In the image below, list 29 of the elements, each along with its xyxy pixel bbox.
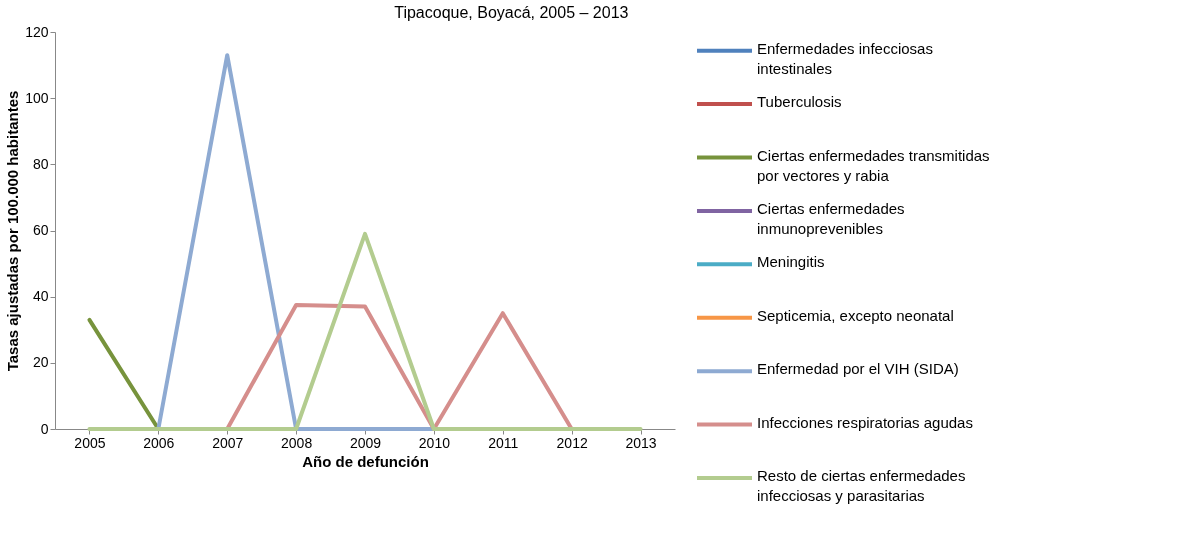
- chart-title: Tipacoque, Boyacá, 2005 – 2013: [394, 4, 629, 21]
- x-tick-label: 2011: [488, 434, 519, 451]
- y-tick-label: 0: [40, 420, 49, 437]
- x-tick-label: 2008: [281, 434, 313, 451]
- legend-label: Tuberculosis: [757, 93, 842, 111]
- x-tick-label: 2007: [212, 434, 244, 451]
- legend-label: Septicemia, excepto neonatal: [757, 306, 954, 324]
- legend-label: Ciertas enfermedades inmunoprevenibles: [757, 199, 905, 237]
- y-tick-label: 80: [32, 155, 49, 172]
- x-tick-label: 2012: [556, 434, 588, 451]
- y-tick-label: 20: [32, 354, 49, 371]
- legend-label: Enfermedades infecciosas intestinales: [757, 39, 933, 77]
- y-tick-label: 100: [25, 89, 49, 106]
- x-axis-title: Año de defunción: [302, 452, 429, 470]
- legend-label: Meningitis: [757, 253, 825, 271]
- x-tick-label: 2006: [143, 434, 175, 451]
- y-tick-label: 120: [25, 23, 49, 40]
- legend-label: Resto de ciertas enfermedades infecciosas y parasitarias: [757, 466, 966, 504]
- legend-label: Ciertas enfermedades transmitidas por vectores y rabia: [757, 146, 990, 184]
- x-tick-label: 2013: [625, 434, 657, 451]
- y-axis-title: Tasas ajustadas por 100.000 habitantes: [4, 90, 22, 372]
- y-tick-label: 40: [32, 288, 49, 305]
- y-tick-label: 60: [32, 222, 49, 238]
- line-series: [225, 302, 574, 431]
- legend-label: Infecciones respiratorias agudas: [757, 413, 973, 431]
- x-tick-label: 2009: [349, 434, 382, 451]
- x-tick-label: 2005: [74, 434, 106, 451]
- x-tick-label: 2010: [418, 434, 451, 451]
- legend-label: Enfermedad por el VIH (SIDA): [757, 360, 959, 378]
